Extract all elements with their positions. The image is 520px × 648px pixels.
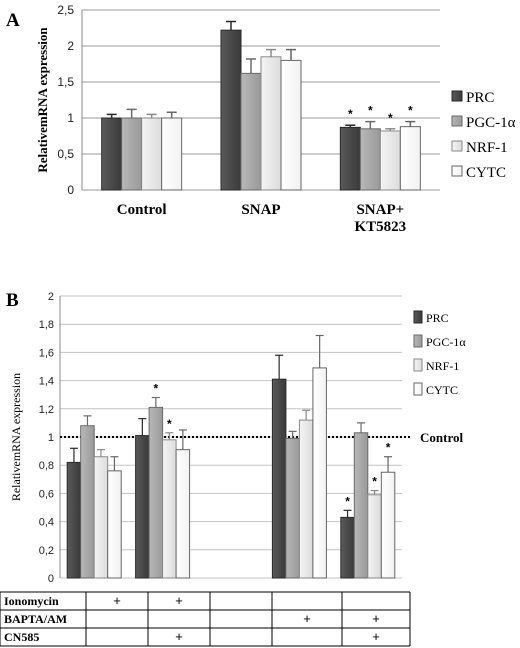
- legend-swatch: [451, 165, 463, 177]
- bar: [220, 29, 242, 191]
- legend-label: PRC: [426, 311, 449, 325]
- bar: [260, 56, 282, 191]
- bar: [240, 72, 262, 191]
- y-tick-label: 2,5: [57, 3, 74, 17]
- category-label: Control: [117, 202, 167, 218]
- y-axis-title: RelativemRNA expression: [9, 373, 23, 501]
- significance-star: *: [386, 441, 391, 455]
- legend-swatch: [413, 358, 423, 372]
- significance-star: *: [408, 104, 413, 118]
- bar: [379, 130, 401, 191]
- y-tick-label: 1: [67, 111, 74, 125]
- bar: [141, 117, 163, 191]
- legend-label: NRF-1: [426, 359, 459, 373]
- panel-a-chart: 0 0,5 1 1,5 2 2,5 RelativemRNA expression Contr…: [35, 3, 516, 235]
- bar: [285, 437, 300, 579]
- y-axis-title: RelativemRNA expression: [35, 27, 50, 173]
- bar: [339, 126, 361, 191]
- bar: [399, 126, 421, 191]
- y-tick-label: 1,6: [39, 347, 54, 359]
- bar: [101, 117, 123, 191]
- bar: [121, 117, 143, 191]
- bar: [271, 378, 287, 579]
- y-tick-label: 0,2: [39, 545, 54, 557]
- table-row-label: Ionomycin: [4, 594, 59, 608]
- panel-b-label: B: [6, 290, 19, 311]
- significance-star: *: [368, 104, 373, 118]
- y-tick-label: 1,4: [39, 376, 54, 388]
- bar: [161, 117, 183, 191]
- bar: [353, 432, 369, 579]
- legend-swatch: [413, 334, 423, 348]
- control-reference-label: Control: [420, 430, 463, 445]
- y-tick-label: 0,5: [57, 147, 74, 161]
- significance-star: *: [167, 417, 172, 431]
- legend-swatch: [413, 382, 423, 396]
- y-tick-label: 0: [48, 573, 54, 585]
- bar: [80, 425, 95, 579]
- y-tick-label: 2: [67, 39, 74, 53]
- treatment-table: Ionomycin + + BAPTA/AM + + CN585 + +: [0, 591, 411, 647]
- bar: [107, 470, 122, 579]
- legend-swatch: [451, 140, 463, 152]
- bar: [162, 439, 177, 579]
- y-tick-label: 0,8: [39, 460, 54, 472]
- legend-label: CYTC: [466, 165, 506, 181]
- bar: [380, 471, 396, 579]
- significance-star: *: [372, 475, 377, 489]
- bar: [359, 128, 381, 191]
- y-tick-label: 0,4: [39, 517, 54, 529]
- category-label: SNAP+: [356, 202, 404, 218]
- treatment-mark: +: [113, 593, 121, 608]
- category-label: SNAP: [241, 202, 280, 218]
- y-tick-label: 0: [67, 183, 74, 197]
- treatment-mark: +: [303, 611, 311, 626]
- bar: [280, 59, 302, 191]
- y-tick-label: 2: [48, 291, 54, 303]
- bar: [340, 516, 355, 579]
- table-row-label: BAPTA/AM: [4, 612, 67, 626]
- legend-label: PRC: [466, 90, 494, 106]
- bar: [175, 449, 191, 579]
- legend-label: CYTC: [426, 383, 458, 397]
- panel-a-label: A: [6, 10, 20, 31]
- category-label: KT5823: [354, 219, 406, 235]
- y-tick-label: 1: [48, 432, 54, 444]
- significance-star: *: [388, 111, 393, 125]
- legend-swatch: [451, 115, 463, 127]
- bar: [148, 406, 164, 579]
- legend-label: NRF-1: [466, 140, 508, 156]
- y-tick-label: 0,6: [39, 488, 54, 500]
- bar: [66, 461, 82, 579]
- legend-label: PGC-1α: [466, 115, 516, 131]
- table-row-label: CN585: [4, 630, 39, 644]
- bar: [135, 435, 150, 579]
- y-tick-label: 1,2: [39, 404, 54, 416]
- bar: [367, 494, 382, 579]
- legend-swatch: [451, 90, 463, 102]
- legend-swatch: [413, 310, 423, 324]
- significance-star: *: [154, 382, 159, 396]
- treatment-mark: +: [175, 593, 183, 608]
- significance-star: *: [348, 107, 353, 121]
- y-tick-label: 1,8: [39, 319, 54, 331]
- bar: [298, 419, 314, 579]
- treatment-mark: +: [175, 629, 183, 644]
- y-tick-label: 1,5: [57, 75, 74, 89]
- legend-label: PGC-1α: [426, 335, 466, 349]
- significance-star: *: [345, 494, 350, 508]
- treatment-mark: +: [372, 629, 380, 644]
- bar: [312, 367, 327, 579]
- panel-b-chart: 0 0,2 0,4 0,6 0,8 1 1,2 1,4 1,6 1,8 2 RelativemRNA …: [9, 291, 466, 585]
- bar: [93, 456, 109, 579]
- treatment-mark: +: [372, 611, 380, 626]
